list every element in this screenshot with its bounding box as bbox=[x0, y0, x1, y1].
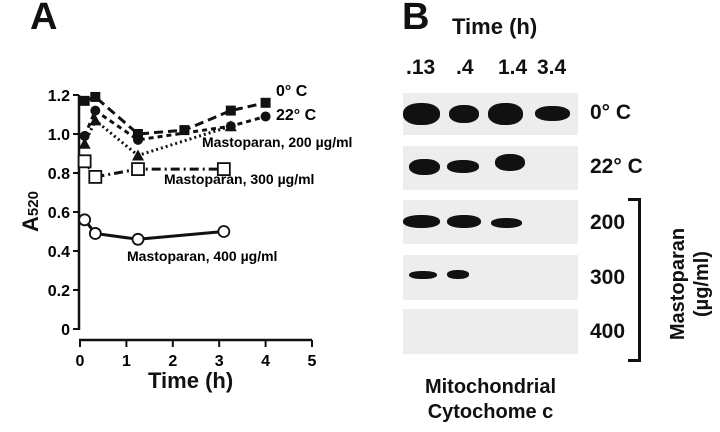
blot-row-0c bbox=[403, 93, 578, 135]
y-tick-label: 0.8 bbox=[48, 166, 70, 183]
time-label: 1.4 bbox=[498, 56, 528, 79]
data-point bbox=[90, 105, 101, 116]
time-label: .4 bbox=[456, 56, 474, 79]
row-label: 400 bbox=[590, 320, 626, 343]
row-label: 200 bbox=[590, 211, 626, 234]
series-label: 0° C bbox=[276, 83, 308, 100]
x-tick-label: 2 bbox=[168, 353, 177, 370]
y-tick-label: 1.2 bbox=[48, 88, 70, 105]
data-point bbox=[260, 97, 271, 108]
blot-row-200 bbox=[403, 200, 578, 244]
data-point bbox=[216, 162, 231, 177]
data-point bbox=[131, 232, 145, 246]
series-line bbox=[83, 160, 224, 179]
y-tick-label: 0.6 bbox=[48, 205, 70, 222]
bracket-label: Mastoparan (µg/ml) bbox=[667, 227, 713, 341]
data-point bbox=[217, 225, 231, 238]
row-label: 300 bbox=[590, 266, 626, 289]
series-line bbox=[84, 95, 266, 136]
series-label: Mastoparan, 200 µg/ml bbox=[202, 134, 352, 150]
series-label: Mastoparan, 400 µg/ml bbox=[127, 248, 277, 264]
data-point bbox=[225, 105, 236, 116]
y-tick-label: 1.0 bbox=[48, 127, 70, 144]
series-line bbox=[83, 108, 267, 142]
data-point bbox=[88, 227, 102, 240]
x-tick-label: 4 bbox=[261, 353, 270, 370]
data-point bbox=[260, 111, 271, 122]
data-point bbox=[132, 149, 144, 161]
y-tick-label: 0 bbox=[61, 322, 70, 339]
data-point bbox=[133, 134, 143, 145]
blot-caption: Mitochondrial Cytochome c bbox=[424, 376, 557, 423]
data-point bbox=[131, 162, 145, 177]
blot-row-300 bbox=[403, 255, 578, 300]
data-point bbox=[133, 129, 143, 139]
data-point bbox=[179, 125, 190, 136]
x-tick-label: 3 bbox=[215, 353, 224, 370]
data-point bbox=[78, 213, 92, 227]
data-point bbox=[224, 120, 237, 132]
time-label: 3.4 bbox=[537, 56, 567, 79]
line-chart: 0 0.2 0.4 0.6 0.8 1.0 1.2 0 1 2 3 4 5 0° C 22° C Mastop… bbox=[48, 83, 353, 370]
row-label: 22° C bbox=[590, 155, 643, 178]
data-point bbox=[79, 95, 90, 106]
x-tick-label: 1 bbox=[122, 353, 131, 370]
y-tick-label: 0.4 bbox=[48, 244, 70, 261]
x-tick-label: 0 bbox=[76, 353, 85, 370]
y-tick-label: 0.2 bbox=[48, 283, 70, 300]
y-axis-label: A520 bbox=[18, 191, 43, 232]
series-label: 22° C bbox=[276, 107, 317, 124]
x-tick-label: 5 bbox=[308, 353, 317, 370]
time-label: .13 bbox=[406, 56, 436, 79]
series-label: Mastoparan, 300 µg/ml bbox=[164, 171, 314, 187]
data-point bbox=[77, 154, 92, 169]
row-label: 0° C bbox=[590, 101, 632, 124]
data-point bbox=[88, 169, 103, 184]
panel-a-label: A bbox=[30, 0, 58, 38]
data-point bbox=[78, 137, 91, 149]
blot-row-22c bbox=[403, 146, 578, 190]
data-point bbox=[90, 91, 101, 102]
panel-b-label: B bbox=[402, 0, 430, 38]
series-line bbox=[83, 218, 224, 241]
blot-time-title: Time (h) bbox=[452, 14, 538, 39]
data-point bbox=[89, 114, 102, 126]
mastoparan-bracket bbox=[628, 198, 641, 362]
blot-row-400 bbox=[403, 309, 578, 354]
x-axis-label: Time (h) bbox=[148, 368, 234, 393]
